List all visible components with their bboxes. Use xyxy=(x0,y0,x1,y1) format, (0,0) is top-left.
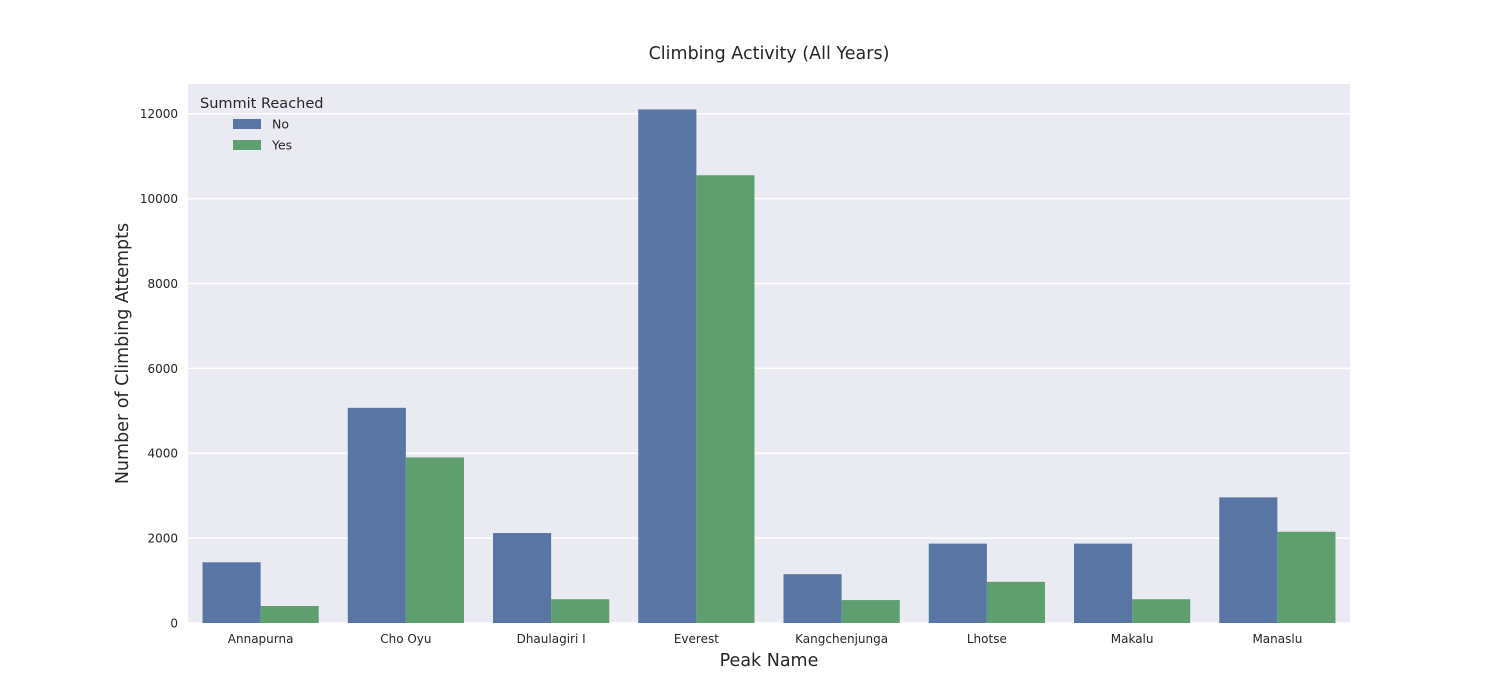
bars xyxy=(202,109,1336,623)
x-axis-label: Peak Name xyxy=(720,651,819,671)
x-tick-label: Everest xyxy=(674,632,719,646)
bar-annapurna-yes xyxy=(260,606,319,623)
y-axis-ticks: 0 2000 4000 6000 8000 10000 12000 xyxy=(140,107,178,630)
legend-swatch-yes xyxy=(233,140,261,150)
y-tick-label: 12000 xyxy=(140,107,178,121)
x-tick-label: Makalu xyxy=(1111,632,1154,646)
bar-annapurna-no xyxy=(202,562,261,623)
bar-everest-no xyxy=(638,109,697,623)
bar-kangchenjunga-yes xyxy=(841,600,900,623)
legend-swatch-no xyxy=(233,119,261,129)
bar-cho-oyu-no xyxy=(347,407,406,623)
legend-label-no: No xyxy=(272,117,289,132)
bar-everest-yes xyxy=(696,175,755,623)
x-tick-label: Manaslu xyxy=(1252,632,1302,646)
y-tick-label: 8000 xyxy=(147,277,178,291)
y-axis-label: Number of Climbing Attempts xyxy=(113,223,133,484)
x-tick-label: Cho Oyu xyxy=(380,632,431,646)
bar-dhaulagiri-i-no xyxy=(493,533,552,623)
bar-makalu-yes xyxy=(1132,599,1191,623)
bar-kangchenjunga-no xyxy=(783,574,842,623)
x-axis-ticks: Annapurna Cho Oyu Dhaulagiri I Everest Kangc… xyxy=(228,632,1303,646)
bar-manaslu-no xyxy=(1219,497,1278,623)
bar-dhaulagiri-i-yes xyxy=(551,599,610,623)
legend: Summit Reached No Yes xyxy=(200,96,323,153)
chart-title: Climbing Activity (All Years) xyxy=(649,44,890,64)
y-tick-label: 10000 xyxy=(140,192,178,206)
bar-cho-oyu-yes xyxy=(405,457,464,623)
y-tick-label: 2000 xyxy=(147,532,178,546)
y-tick-label: 6000 xyxy=(147,362,178,376)
y-tick-label: 4000 xyxy=(147,447,178,461)
x-tick-label: Lhotse xyxy=(967,632,1007,646)
x-tick-label: Annapurna xyxy=(228,632,294,646)
bar-manaslu-yes xyxy=(1277,531,1336,623)
legend-label-yes: Yes xyxy=(271,138,292,153)
bar-lhotse-no xyxy=(928,543,987,623)
y-tick-label: 0 xyxy=(170,617,178,631)
bar-makalu-no xyxy=(1074,543,1133,623)
bar-lhotse-yes xyxy=(986,581,1045,623)
x-tick-label: Dhaulagiri I xyxy=(517,632,586,646)
legend-title: Summit Reached xyxy=(200,96,323,112)
x-tick-label: Kangchenjunga xyxy=(795,632,888,646)
